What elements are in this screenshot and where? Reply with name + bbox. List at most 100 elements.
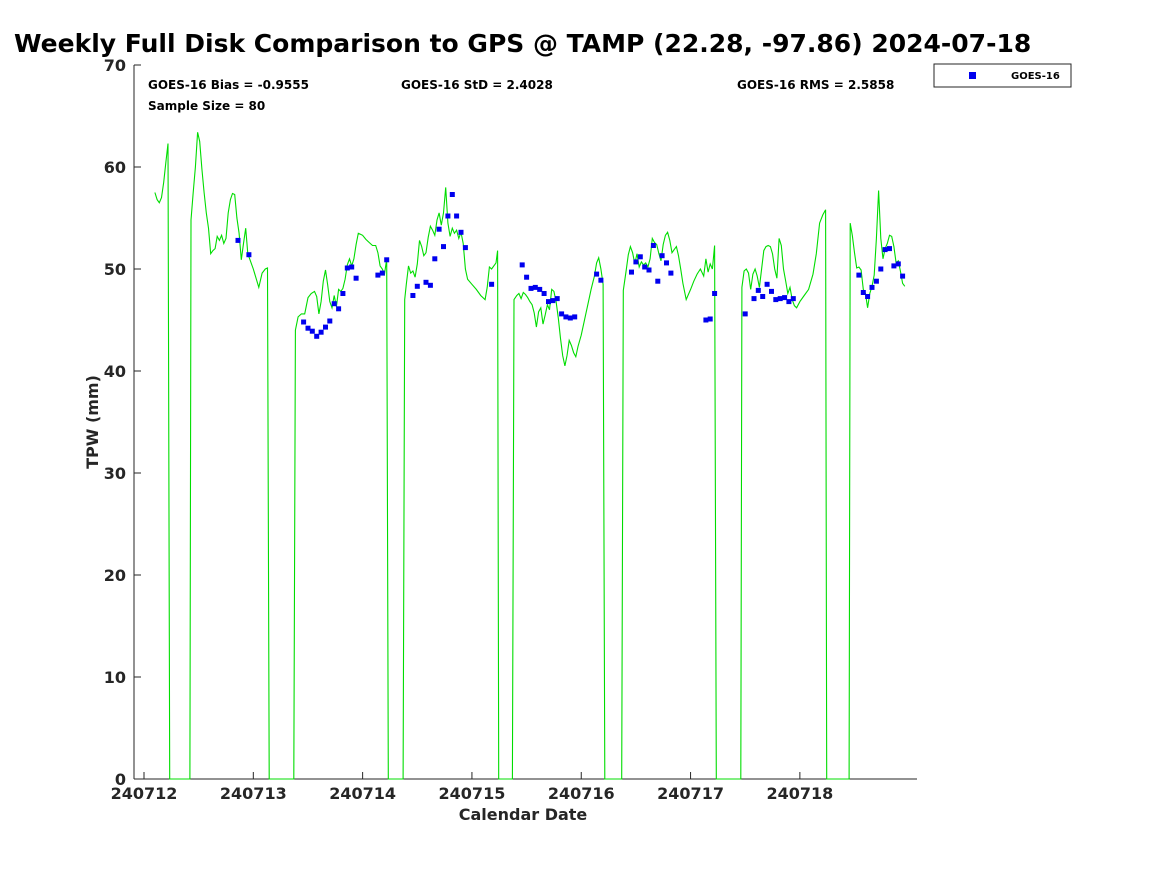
chart-title: Weekly Full Disk Comparison to GPS @ TAM… <box>14 29 1031 58</box>
goes16-data-point <box>235 237 241 243</box>
goes16-scatter-series <box>235 192 906 339</box>
gps-line-path <box>154 132 906 780</box>
goes16-data-point <box>773 297 779 303</box>
goes16-data-point <box>384 257 390 263</box>
goes16-data-point <box>554 296 560 302</box>
goes16-data-point <box>856 272 862 278</box>
goes16-data-point <box>668 270 674 276</box>
goes16-data-point <box>546 299 551 305</box>
goes16-data-point <box>664 260 669 266</box>
goes16-data-point <box>742 311 748 317</box>
goes16-data-point <box>449 192 455 197</box>
goes16-data-point <box>882 247 888 253</box>
goes16-data-point <box>878 266 884 272</box>
goes16-data-point <box>755 287 761 293</box>
goes16-data-point <box>764 281 770 287</box>
goes16-data-point <box>873 278 879 284</box>
goes16-data-point <box>458 229 464 235</box>
goes16-data-point <box>865 294 871 299</box>
bias-stat: GOES-16 Bias = -0.9555 <box>148 78 309 92</box>
x-tick-label: 240718 <box>766 784 833 803</box>
y-tick-label: 30 <box>104 464 126 483</box>
goes16-data-point <box>423 279 429 285</box>
goes16-data-point <box>314 333 320 339</box>
gps-line-series <box>154 132 906 780</box>
goes16-data-point <box>782 295 788 301</box>
goes16-data-point <box>541 291 547 296</box>
goes16-data-point <box>650 243 656 248</box>
std-stat: GOES-16 StD = 2.4028 <box>401 78 553 92</box>
goes16-data-point <box>379 270 385 276</box>
goes16-data-point <box>323 324 328 330</box>
x-axis-label: Calendar Date <box>459 805 588 824</box>
goes16-data-point <box>777 296 783 302</box>
goes16-data-point <box>432 256 438 262</box>
goes16-data-point <box>900 273 906 279</box>
legend: GOES-16 <box>933 63 1072 88</box>
axes: 0 10 20 30 40 50 60 70 240712 240713 240714 240715 2… <box>104 56 917 803</box>
goes16-data-point <box>462 245 468 251</box>
x-tick-label: 240713 <box>220 784 287 803</box>
goes16-data-point <box>769 288 774 294</box>
goes16-data-point <box>633 259 639 265</box>
y-tick-label: 50 <box>104 260 126 279</box>
goes16-data-point <box>305 325 311 331</box>
goes16-data-point <box>327 318 333 324</box>
goes16-data-point <box>353 275 359 281</box>
stats-annotations: GOES-16 Bias = -0.9555 GOES-16 StD = 2.4… <box>148 78 894 113</box>
goes16-data-point <box>519 262 525 268</box>
x-tick-label: 240712 <box>111 784 178 803</box>
x-tick-label: 240716 <box>548 784 615 803</box>
goes16-data-point <box>246 252 252 258</box>
legend-marker-goes16 <box>969 72 976 79</box>
goes16-data-point <box>712 291 718 296</box>
goes16-data-point <box>489 281 495 287</box>
y-axis-label: TPW (mm) <box>83 375 102 469</box>
goes16-data-point <box>318 329 324 335</box>
x-tick-label: 240714 <box>329 784 396 803</box>
goes16-data-point <box>637 254 643 260</box>
goes16-data-point <box>537 286 543 292</box>
goes16-data-point <box>646 267 652 273</box>
goes16-data-point <box>309 328 315 334</box>
y-tick-label: 20 <box>104 566 126 585</box>
goes16-data-point <box>760 294 766 299</box>
rms-stat: GOES-16 RMS = 2.5858 <box>737 78 894 92</box>
goes16-data-point <box>331 301 337 307</box>
goes16-data-point <box>567 315 573 321</box>
x-tick-label: 240717 <box>657 784 724 803</box>
goes16-data-point <box>454 213 460 219</box>
goes16-data-point <box>349 264 355 270</box>
goes16-data-point <box>436 226 442 232</box>
y-tick-label: 40 <box>104 362 126 381</box>
goes16-data-point <box>524 274 530 280</box>
goes16-data-point <box>869 284 875 290</box>
goes16-data-point <box>532 284 538 290</box>
x-tick-label: 240715 <box>439 784 506 803</box>
sample-size-stat: Sample Size = 80 <box>148 99 265 113</box>
goes16-data-point <box>659 253 665 259</box>
goes16-data-point <box>301 319 307 325</box>
goes16-data-point <box>707 316 713 322</box>
goes16-data-point <box>559 311 565 317</box>
goes16-data-point <box>594 271 600 277</box>
y-tick-label: 60 <box>104 158 126 177</box>
goes16-data-point <box>703 317 709 323</box>
goes16-data-point <box>528 285 534 291</box>
goes16-data-point <box>414 283 420 289</box>
goes16-data-point <box>344 265 350 271</box>
goes16-data-point <box>340 291 346 296</box>
legend-label-goes16: GOES-16 <box>1011 71 1060 82</box>
goes16-data-point <box>410 293 416 298</box>
goes16-data-point <box>441 244 446 250</box>
goes16-data-point <box>790 296 796 302</box>
y-tick-label: 0 <box>115 770 126 789</box>
goes16-data-point <box>642 264 648 270</box>
y-tick-label: 10 <box>104 668 126 687</box>
goes16-data-point <box>891 263 897 269</box>
goes16-data-point <box>887 246 892 252</box>
goes16-data-point <box>550 298 556 304</box>
goes16-data-point <box>860 290 866 295</box>
goes16-data-point <box>655 278 661 284</box>
